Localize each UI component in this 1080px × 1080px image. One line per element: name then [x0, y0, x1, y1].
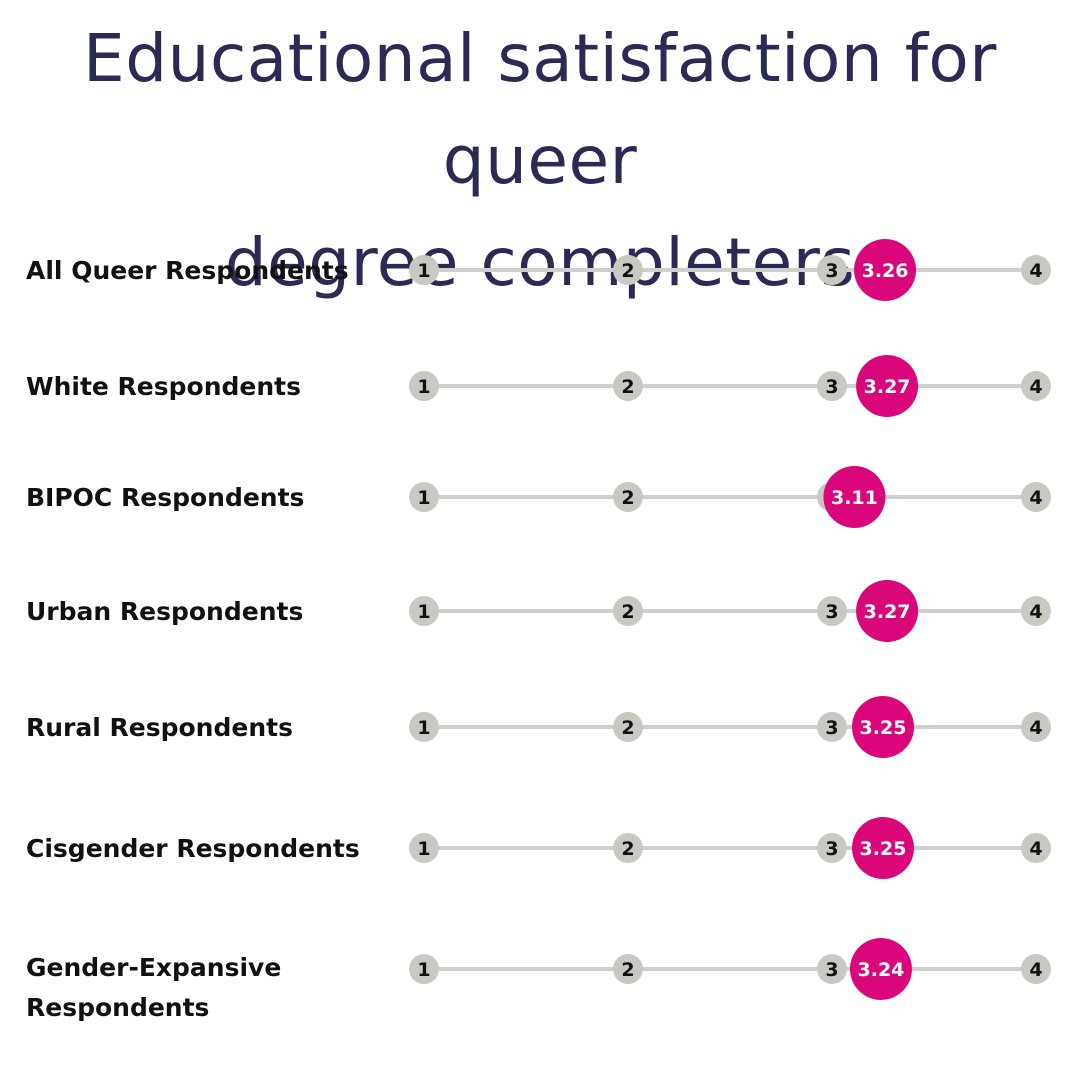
scale-tick-dot — [817, 371, 847, 401]
scale-tick-label: 2 — [621, 838, 634, 860]
scale-tick-dot — [613, 954, 643, 984]
scale-tick-label: 4 — [1029, 260, 1042, 282]
value-label: 3.11 — [831, 487, 878, 509]
title-line-2: degree completers — [224, 224, 856, 301]
scale-tick-dot — [409, 596, 439, 626]
chart-row: Cisgender Respondents 1 2 3 4 3.25 — [26, 817, 1051, 879]
title-line-1: Educational satisfaction for queer — [83, 20, 997, 199]
row-label: Cisgender Respondents — [26, 834, 360, 863]
scale-tick-dot — [409, 255, 439, 285]
scale-tick-dot — [1021, 954, 1051, 984]
scale-tick-label: 2 — [621, 601, 634, 623]
scale-tick-dot — [817, 954, 847, 984]
value-label: 3.27 — [864, 601, 911, 623]
scale-tick-label: 3 — [825, 838, 838, 860]
scale-tick-label: 1 — [417, 487, 430, 509]
value-dot — [856, 355, 919, 417]
scale-tick-label: 3 — [825, 959, 838, 981]
scale-tick-dot — [409, 712, 439, 742]
scale-tick-label: 2 — [621, 487, 634, 509]
scale-tick-label: 3 — [825, 717, 838, 739]
scale-tick-label: 2 — [621, 376, 634, 398]
scale-tick-label: 3 — [825, 601, 838, 623]
chart-row: All Queer Respondents 1 2 3 4 3.26 — [26, 239, 1051, 301]
scale-tick-dot — [817, 255, 847, 285]
row-label: Gender-Expansive — [26, 953, 281, 982]
value-label: 3.25 — [860, 838, 907, 860]
scale-tick-dot — [1021, 596, 1051, 626]
value-dot — [852, 696, 914, 758]
value-dot — [849, 938, 912, 1000]
scale-tick-dot — [613, 482, 643, 512]
scale-tick-dot — [613, 596, 643, 626]
chart-row: Rural Respondents 1 2 3 4 3.25 — [26, 696, 1051, 758]
row-label: BIPOC Respondents — [26, 483, 304, 512]
row-label: Urban Respondents — [26, 597, 303, 626]
scale-tick-dot — [1021, 255, 1051, 285]
scale-tick-label: 4 — [1029, 601, 1042, 623]
scale-tick-dot — [613, 833, 643, 863]
row-label: Rural Respondents — [26, 713, 293, 742]
scale-tick-dot — [1021, 712, 1051, 742]
scale-tick-label: 3 — [825, 376, 838, 398]
scale-tick-dot — [817, 712, 847, 742]
scale-tick-label: 3 — [825, 260, 838, 282]
scale-tick-dot — [613, 712, 643, 742]
chart-row: Urban Respondents 1 2 3 4 3.27 — [26, 580, 1051, 642]
scale-tick-label: 4 — [1029, 717, 1042, 739]
scale-tick-dot — [817, 596, 847, 626]
scale-tick-label: 2 — [621, 717, 634, 739]
value-label: 3.25 — [860, 717, 907, 739]
scale-tick-label: 1 — [417, 376, 430, 398]
scale-tick-dot — [613, 371, 643, 401]
chart-title: Educational satisfaction for queer degre… — [0, 8, 1080, 314]
scale-tick-dot — [613, 255, 643, 285]
value-label: 3.26 — [862, 260, 909, 282]
row-label: White Respondents — [26, 372, 301, 401]
row-label: All Queer Respondents — [26, 256, 349, 285]
scale-tick-dot — [1021, 371, 1051, 401]
value-dot — [823, 466, 886, 528]
scale-tick-label: 1 — [417, 717, 430, 739]
scale-tick-label: 4 — [1029, 487, 1042, 509]
value-dot — [854, 239, 917, 301]
chart-row: White Respondents 1 2 3 4 3.27 — [26, 355, 1051, 417]
scale-tick-dot — [409, 954, 439, 984]
scale-tick-dot — [409, 482, 439, 512]
row-label: Respondents — [26, 993, 209, 1022]
scale-tick-label: 1 — [417, 260, 430, 282]
scale-tick-label: 4 — [1029, 959, 1042, 981]
scale-tick-label: 2 — [621, 260, 634, 282]
scale-tick-dot — [1021, 833, 1051, 863]
scale-tick-label: 2 — [621, 959, 634, 981]
scale-tick-dot — [409, 371, 439, 401]
scale-tick-dot — [817, 833, 847, 863]
scale-tick-label: 4 — [1029, 838, 1042, 860]
scale-tick-label: 1 — [417, 838, 430, 860]
scale-tick-label: 1 — [417, 601, 430, 623]
scale-tick-label: 4 — [1029, 376, 1042, 398]
value-label: 3.24 — [858, 959, 905, 981]
scale-tick-label: 1 — [417, 959, 430, 981]
value-dot — [852, 817, 914, 879]
chart-row: Gender-Expansive Respondents 1 2 3 4 3.24 — [26, 938, 1051, 1022]
value-dot — [856, 580, 919, 642]
value-label: 3.27 — [864, 376, 911, 398]
scale-tick-dot — [409, 833, 439, 863]
scale-tick-dot — [1021, 482, 1051, 512]
